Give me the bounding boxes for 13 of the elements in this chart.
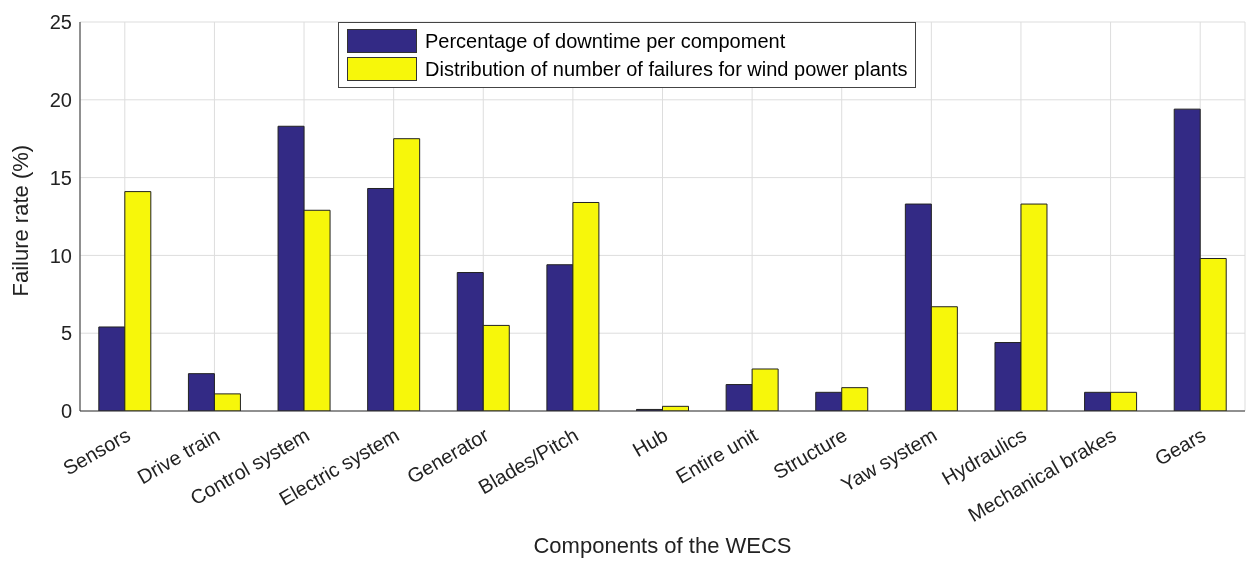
y-tick-label: 10 bbox=[49, 244, 72, 267]
y-axis-title: Failure rate (%) bbox=[7, 144, 33, 297]
y-tick-label: 15 bbox=[49, 166, 72, 189]
y-tick-label: 25 bbox=[49, 11, 72, 34]
y-tick-label: 20 bbox=[49, 88, 72, 111]
legend-label: Distribution of number of failures for wind power plants bbox=[425, 57, 908, 81]
x-axis-title: Components of the WECS bbox=[533, 533, 792, 558]
x-tick-label: Entire unit bbox=[672, 423, 762, 488]
x-tick-label: Hub bbox=[628, 423, 672, 461]
legend-label: Percentage of downtime per compoment bbox=[425, 29, 786, 53]
x-tick-label: Gears bbox=[1151, 423, 1210, 470]
y-tick-label: 5 bbox=[60, 322, 72, 345]
y-tick-label: 0 bbox=[60, 400, 72, 423]
